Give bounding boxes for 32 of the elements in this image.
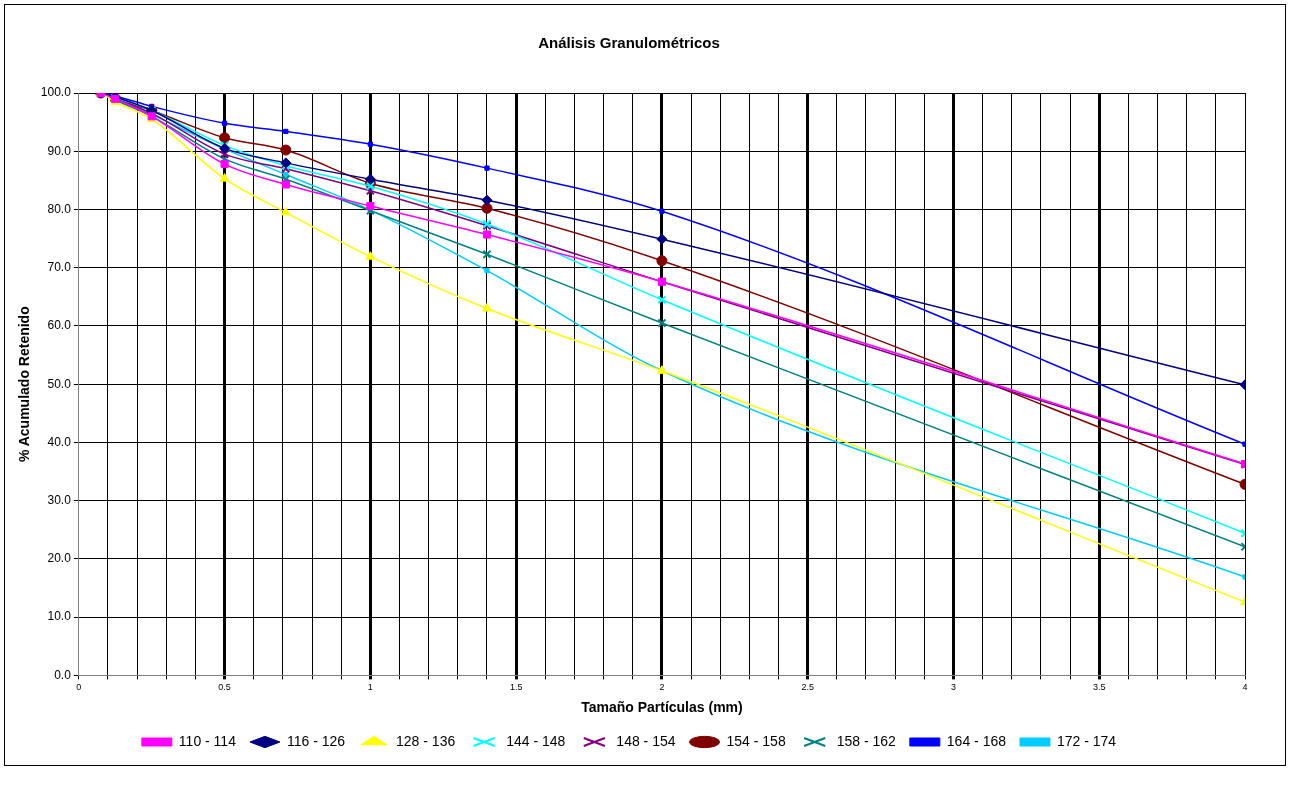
y-tick-label: 100.0 (40, 85, 72, 100)
y-axis-title: % Acumulado Retenido (16, 306, 33, 463)
x-tick-label: 2.5 (801, 682, 814, 693)
y-tick-label: 50.0 (47, 376, 72, 391)
x-tick-label: 0 (76, 682, 82, 693)
x-tick-label: 1 (367, 682, 373, 693)
legend-label: 148 - 154 (616, 732, 676, 749)
y-tick-label: 90.0 (47, 143, 72, 158)
x-tick-label: 0.5 (218, 682, 231, 693)
legend-label: 144 - 148 (506, 732, 566, 749)
x-tick-label: 3 (950, 682, 956, 693)
legend-label: 128 - 136 (396, 732, 456, 749)
legend-label: 110 - 114 (178, 732, 237, 749)
legend-label: 116 - 126 (286, 732, 346, 749)
x-axis-title: Tamaño Partículas (mm) (581, 699, 743, 716)
legend-label: 172 - 174 (1057, 732, 1117, 749)
y-tick-label: 40.0 (47, 434, 72, 449)
x-tick-label: 1.5 (509, 682, 523, 693)
y-tick-label: 10.0 (47, 609, 72, 624)
chart-title: Análisis Granulométricos (538, 34, 720, 52)
x-tick-label: 3.5 (1092, 682, 1106, 693)
legend-label: 158 - 162 (836, 732, 897, 749)
y-tick-label: 70.0 (47, 260, 72, 275)
legend-label: 154 - 158 (726, 732, 786, 749)
y-tick-label: 20.0 (47, 551, 72, 566)
x-tick-label: 4 (1242, 682, 1248, 693)
y-tick-label: 0.0 (54, 667, 72, 682)
y-tick-label: 60.0 (47, 318, 72, 333)
y-tick-label: 80.0 (47, 201, 72, 216)
legend-label: 164 - 168 (946, 732, 1007, 749)
y-tick-label: 30.0 (47, 492, 72, 507)
x-tick-label: 2 (659, 682, 665, 693)
